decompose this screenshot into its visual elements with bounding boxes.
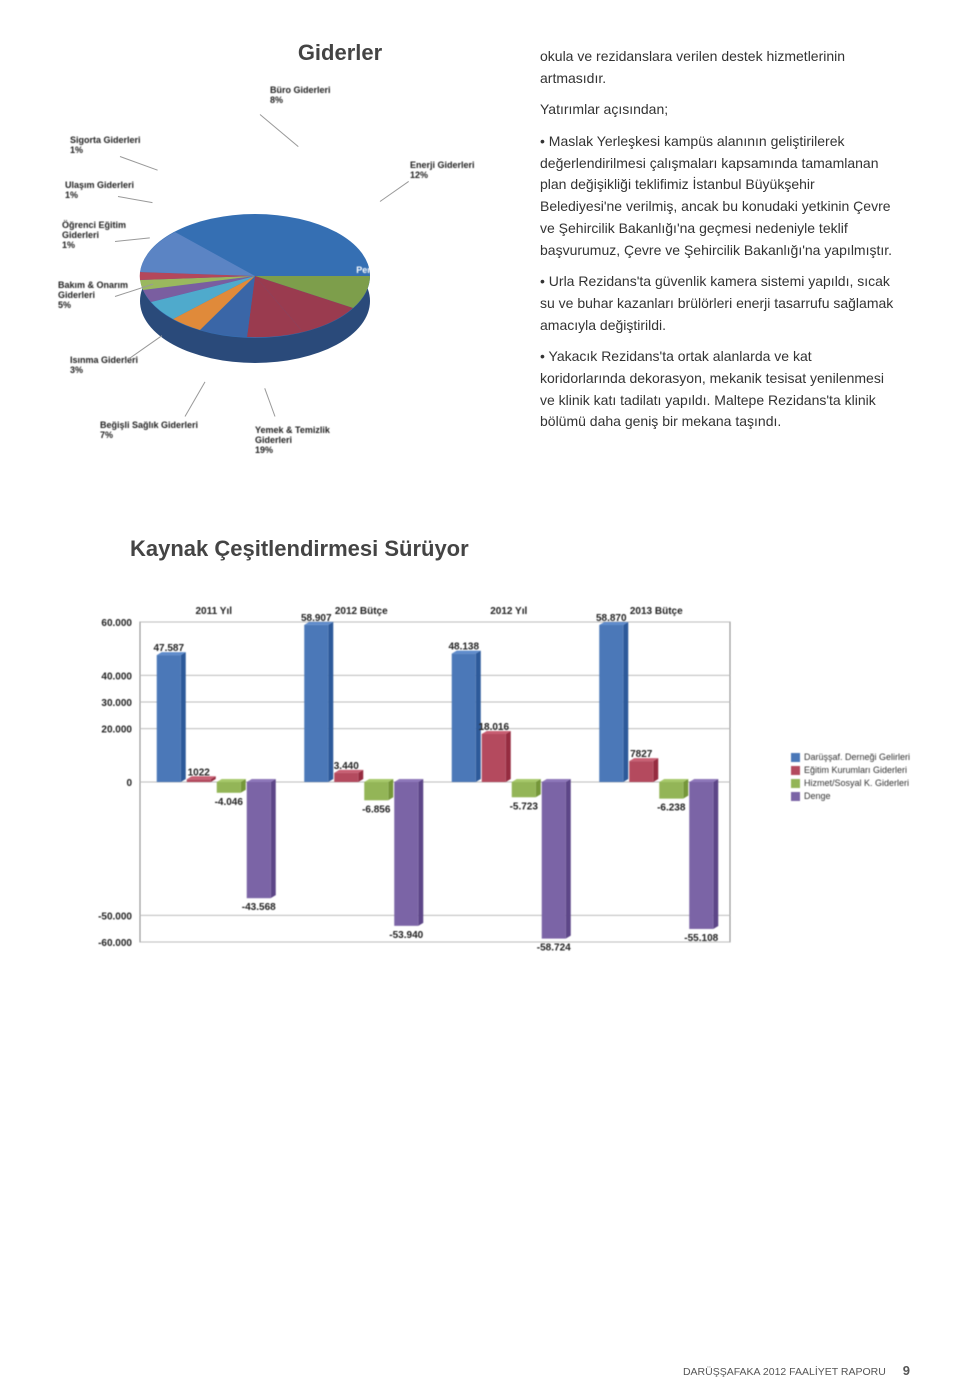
svg-text:60.000: 60.000: [101, 618, 132, 629]
pie-label: Öğrenci Eğitim Giderleri 1%: [62, 221, 147, 251]
sub-heading: Yatırımlar açısından;: [540, 99, 900, 121]
svg-text:48.138: 48.138: [448, 642, 479, 653]
pie-label: Sigorta Giderleri 1%: [70, 136, 160, 156]
pie-label: Ulaşım Giderleri 1%: [65, 181, 155, 201]
svg-text:2011 Yıl: 2011 Yıl: [195, 606, 232, 617]
svg-text:58.870: 58.870: [596, 613, 627, 624]
svg-text:3.440: 3.440: [334, 761, 359, 772]
svg-text:-58.724: -58.724: [537, 943, 571, 954]
page: Giderler: [0, 0, 960, 1396]
svg-text:2012 Bütçe: 2012 Bütçe: [335, 606, 388, 617]
svg-text:7827: 7827: [630, 749, 653, 760]
intro-paragraph: okula ve rezidanslara verilen destek hiz…: [540, 46, 900, 89]
legend-label: Darüşşaf. Derneği Gelirleri: [804, 752, 910, 762]
bar-chart-title: Kaynak Çeşitlendirmesi Sürüyor: [130, 536, 900, 562]
bar-legend: Darüşşaf. Derneği Gelirleri Eğitim Kuruml…: [791, 752, 910, 804]
footer-text: DARÜŞŞAFAKA 2012 FAALİYET RAPORU: [683, 1366, 886, 1378]
svg-text:-60.000: -60.000: [98, 938, 132, 949]
leader-line: [260, 114, 299, 147]
bottom-section: Kaynak Çeşitlendirmesi Sürüyor -60.000 -5…: [60, 536, 900, 992]
svg-text:-5.723: -5.723: [510, 801, 539, 812]
legend-swatch: [791, 766, 800, 775]
pie-big-label: Personel Giderleri 44%: [345, 256, 445, 296]
svg-text:1022: 1022: [188, 767, 211, 778]
pie-svg: [130, 146, 380, 396]
svg-text:-6.856: -6.856: [362, 804, 391, 815]
svg-text:-4.046: -4.046: [215, 797, 244, 808]
svg-text:30.000: 30.000: [101, 698, 132, 709]
pie-big-label-line2: 44%: [386, 285, 404, 295]
body-text: okula ve rezidanslara verilen destek hiz…: [540, 40, 900, 476]
footer: DARÜŞŞAFAKA 2012 FAALİYET RAPORU 9: [683, 1363, 910, 1378]
legend-item: Denge: [791, 791, 910, 801]
legend-label: Hizmet/Sosyal K. Giderleri: [804, 778, 909, 788]
pie-chart: Büro Giderleri 8% Sigorta Giderleri 1% U…: [60, 56, 520, 476]
pie-label: Büro Giderleri 8%: [270, 86, 331, 106]
page-number: 9: [903, 1363, 910, 1378]
legend-item: Hizmet/Sosyal K. Giderleri: [791, 778, 910, 788]
bullet-1: • Maslak Yerleşkesi kampüs alanının geli…: [540, 131, 900, 261]
svg-text:20.000: 20.000: [101, 725, 132, 736]
svg-text:58.907: 58.907: [301, 613, 332, 624]
legend-item: Eğitim Kurumları Giderleri: [791, 765, 910, 775]
svg-text:-43.568: -43.568: [242, 902, 276, 913]
pie-big-label-line1: Personel Giderleri: [356, 265, 434, 275]
bullet-3: • Yakacık Rezidans'ta ortak alanlarda ve…: [540, 346, 900, 433]
bullet-2: • Urla Rezidans'ta güvenlik kamera siste…: [540, 271, 900, 336]
legend-label: Eğitim Kurumları Giderleri: [804, 765, 907, 775]
legend-swatch: [791, 753, 800, 762]
pie-label: Yemek & Temizlik Giderleri 19%: [255, 426, 365, 456]
leader-line: [380, 181, 409, 202]
pie-label: Enerji Giderleri 12%: [410, 161, 500, 181]
svg-text:2012 Yıl: 2012 Yıl: [490, 606, 527, 617]
pie-chart-container: Giderler: [60, 40, 520, 476]
bar-chart: -60.000 -50.000 0 20.000 30.000 40.000 60.000 2…: [60, 592, 900, 992]
svg-text:-53.940: -53.940: [389, 930, 423, 941]
legend-swatch: [791, 792, 800, 801]
svg-text:-55.108: -55.108: [684, 933, 718, 944]
svg-text:-50.000: -50.000: [98, 911, 132, 922]
svg-text:2013 Bütçe: 2013 Bütçe: [630, 606, 683, 617]
svg-text:47.587: 47.587: [153, 643, 184, 654]
legend-item: Darüşşaf. Derneği Gelirleri: [791, 752, 910, 762]
svg-text:-6.238: -6.238: [657, 803, 686, 814]
pie-label: Bakım & Onarım Giderleri 5%: [58, 281, 150, 311]
svg-text:18.016: 18.016: [478, 722, 509, 733]
legend-swatch: [791, 779, 800, 788]
svg-text:40.000: 40.000: [101, 671, 132, 682]
top-section: Giderler: [60, 40, 900, 476]
pie-label: Beğişli Sağlık Giderleri 7%: [100, 421, 198, 441]
pie-label: Isınma Giderleri 3%: [70, 356, 160, 376]
bar-svg: -60.000 -50.000 0 20.000 30.000 40.000 60.000 2…: [60, 592, 740, 972]
legend-label: Denge: [804, 791, 831, 801]
svg-text:0: 0: [126, 778, 132, 789]
